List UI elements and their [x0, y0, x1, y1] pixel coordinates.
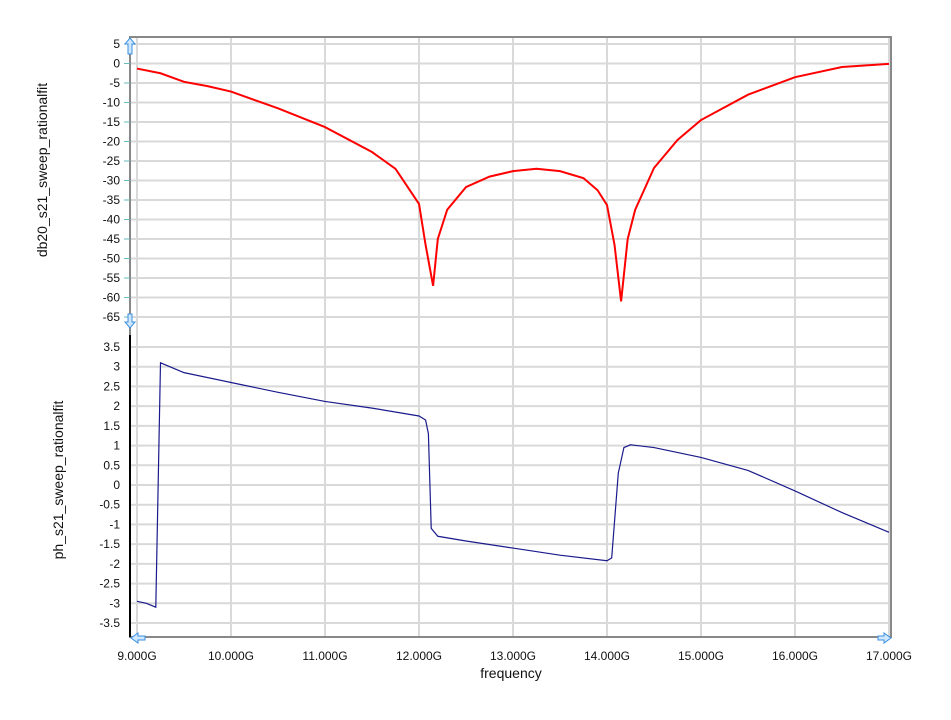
bottom-y-tick-label: -1	[109, 517, 120, 531]
top-y-tick-label: 5	[113, 37, 120, 51]
bottom-y-tick-label: 2.5	[103, 379, 120, 393]
x-tick-label: 14.000G	[584, 649, 630, 663]
top-y-tick-label: -60	[103, 291, 121, 305]
bottom-y-axis-label: ph_s21_sweep_rationalfit	[50, 401, 66, 560]
bottom-y-tick-label: 1.5	[103, 419, 120, 433]
x-tick-label: 17.000G	[866, 649, 912, 663]
x-tick-label: 15.000G	[678, 649, 724, 663]
top-y-tick-label: 0	[113, 57, 120, 71]
bottom-y-tick-label: 0.5	[103, 458, 120, 472]
bottom-y-tick-label: -1.5	[99, 537, 120, 551]
x-axis-label: frequency	[480, 665, 541, 681]
tick-labels: 9.000G 10.000G 11.000G 12.000G 13.000G 14.000…	[99, 37, 912, 663]
top-y-tick-label: -10	[103, 96, 121, 110]
grid	[130, 37, 891, 637]
top-y-tick-label: -5	[109, 76, 120, 90]
bottom-y-scale-handle-icon[interactable]	[123, 313, 137, 329]
bottom-y-tick-label: -3.5	[99, 616, 120, 630]
top-y-tick-label: -35	[103, 193, 121, 207]
x-tick-label: 11.000G	[302, 649, 347, 663]
top-y-tick-label: -55	[103, 271, 121, 285]
series	[136, 62, 890, 609]
bottom-y-tick-label: -0.5	[99, 498, 120, 512]
top-y-tick-label: -45	[103, 232, 121, 246]
phase-series-line	[136, 361, 890, 609]
bottom-y-tick-label: 0	[113, 478, 120, 492]
plot-frame	[129, 36, 892, 638]
x-tick-label: 10.000G	[208, 649, 254, 663]
top-y-scale-handle-icon[interactable]	[123, 37, 137, 55]
bottom-y-tick-label: 3	[113, 360, 120, 374]
top-y-tick-label: -15	[103, 115, 121, 129]
x-tick-label: 13.000G	[490, 649, 536, 663]
bottom-y-tick-label: -3	[109, 596, 120, 610]
bottom-y-tick-label: -2	[109, 557, 120, 571]
bottom-y-tick-label: -2.5	[99, 577, 120, 591]
top-y-tick-label: -40	[103, 213, 121, 227]
top-y-tick-label: -30	[103, 174, 121, 188]
top-y-tick-label: -20	[103, 135, 121, 149]
db20-series-line	[136, 62, 890, 302]
top-y-tick-label: -50	[103, 252, 121, 266]
bottom-y-tick-label: 1	[113, 439, 120, 453]
x-tick-label: 16.000G	[772, 649, 818, 663]
x-start-handle-icon[interactable]	[130, 632, 146, 644]
x-tick-label: 9.000G	[117, 649, 156, 663]
top-y-axis-label: db20_s21_sweep_rationalfit	[34, 83, 50, 257]
bottom-y-tick-label: 2	[113, 399, 120, 413]
x-tick-label: 12.000G	[396, 649, 442, 663]
bottom-y-tick-label: 3.5	[103, 340, 120, 354]
x-end-handle-icon[interactable]	[877, 632, 892, 644]
top-y-tick-label: -65	[103, 310, 121, 324]
top-y-tick-label: -25	[103, 154, 121, 168]
